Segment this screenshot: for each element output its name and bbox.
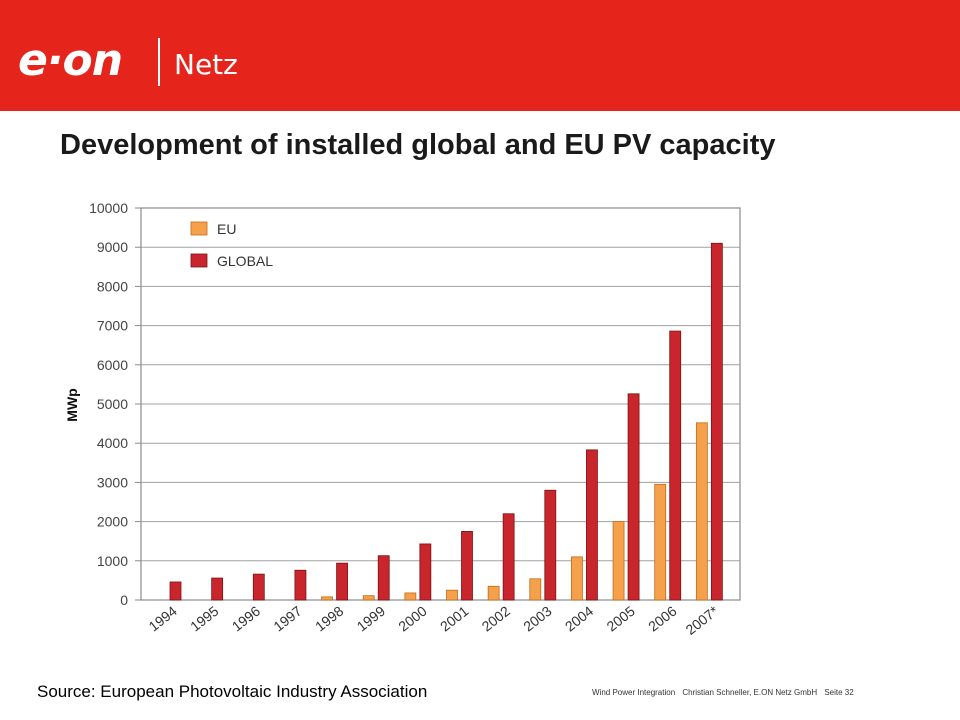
x-tick-label: 2007* (683, 602, 722, 637)
y-tick-label: 0 (120, 592, 128, 608)
pv-capacity-chart: 0 1000 2000 3000 4000 5000 6000 7000 8000 9000 100… (64, 200, 741, 638)
bar-global (377, 555, 390, 601)
legend-label-eu: EU (217, 221, 236, 237)
bars-layer (169, 242, 723, 601)
logo-divider (158, 38, 160, 86)
sub-brand-label: Netz (174, 48, 238, 81)
bar-global (252, 573, 265, 601)
legend-swatch-eu (190, 221, 208, 236)
legend-label-global: GLOBAL (217, 253, 273, 269)
x-tick-label: 2006 (645, 603, 680, 635)
bar-global (294, 569, 307, 601)
bar-global (419, 543, 432, 601)
x-tick-label: 2005 (604, 603, 639, 635)
bar-eu (487, 585, 500, 601)
bar-eu (321, 596, 333, 601)
legend: EU GLOBAL (190, 221, 273, 269)
bar-global (461, 530, 473, 601)
bar-global (211, 577, 224, 601)
bar-eu (446, 589, 458, 601)
x-tick-label: 2001 (437, 603, 472, 635)
grid-layer (140, 207, 741, 601)
x-tick-label: 2004 (562, 603, 597, 635)
x-tick-label: 1997 (270, 603, 305, 635)
y-tick-label: 7000 (97, 318, 128, 334)
bar-eu (654, 483, 667, 601)
footer-topic: Wind Power Integration (592, 688, 676, 697)
bar-global (169, 581, 182, 601)
y-axis-label: MWp (64, 388, 80, 421)
y-tick-label: 5000 (97, 396, 128, 412)
legend-swatch-global (190, 253, 208, 268)
bar-global (627, 393, 640, 601)
source-note: Source: European Photovoltaic Industry A… (37, 682, 428, 701)
bar-eu (612, 521, 625, 601)
slide-title: Development of installed global and EU P… (60, 129, 776, 161)
x-tick-label: 2002 (479, 603, 514, 635)
y-tick-label: 8000 (97, 278, 128, 294)
x-tick-label: 1998 (312, 603, 347, 635)
y-tick-label: 9000 (97, 239, 128, 255)
bar-global (502, 513, 515, 601)
axis-layer (135, 207, 141, 601)
x-tick-label: 1999 (354, 603, 389, 635)
x-tick-label: 1996 (229, 603, 264, 635)
footer: Wind Power Integration Christian Schnell… (592, 688, 859, 697)
footer-page: Seite 32 (824, 688, 854, 697)
bar-global (544, 489, 557, 601)
x-tick-label: 1994 (145, 603, 180, 635)
bar-eu (695, 422, 708, 601)
eon-logo: e·on (18, 35, 123, 86)
bar-eu (571, 556, 583, 601)
y-tick-label: 6000 (97, 357, 128, 373)
header-bar: e·on Netz (0, 0, 960, 111)
bar-global (710, 242, 723, 601)
bar-eu (362, 595, 375, 601)
x-tick-label: 1995 (187, 603, 222, 635)
bar-global (586, 449, 598, 601)
y-tick-label: 1000 (97, 553, 128, 569)
bar-global (669, 330, 682, 601)
y-tick-label: 4000 (97, 435, 128, 451)
y-tick-label: 3000 (97, 474, 128, 490)
bar-eu (529, 578, 542, 601)
footer-author: Christian Schneller, E.ON Netz GmbH (682, 688, 818, 697)
y-tick-label: 2000 (97, 514, 128, 530)
y-tick-label: 10000 (89, 200, 128, 216)
x-tick-label: 2003 (520, 603, 555, 635)
bar-global (336, 562, 348, 601)
x-tick-label: 2000 (395, 603, 430, 635)
bar-eu (404, 592, 417, 601)
